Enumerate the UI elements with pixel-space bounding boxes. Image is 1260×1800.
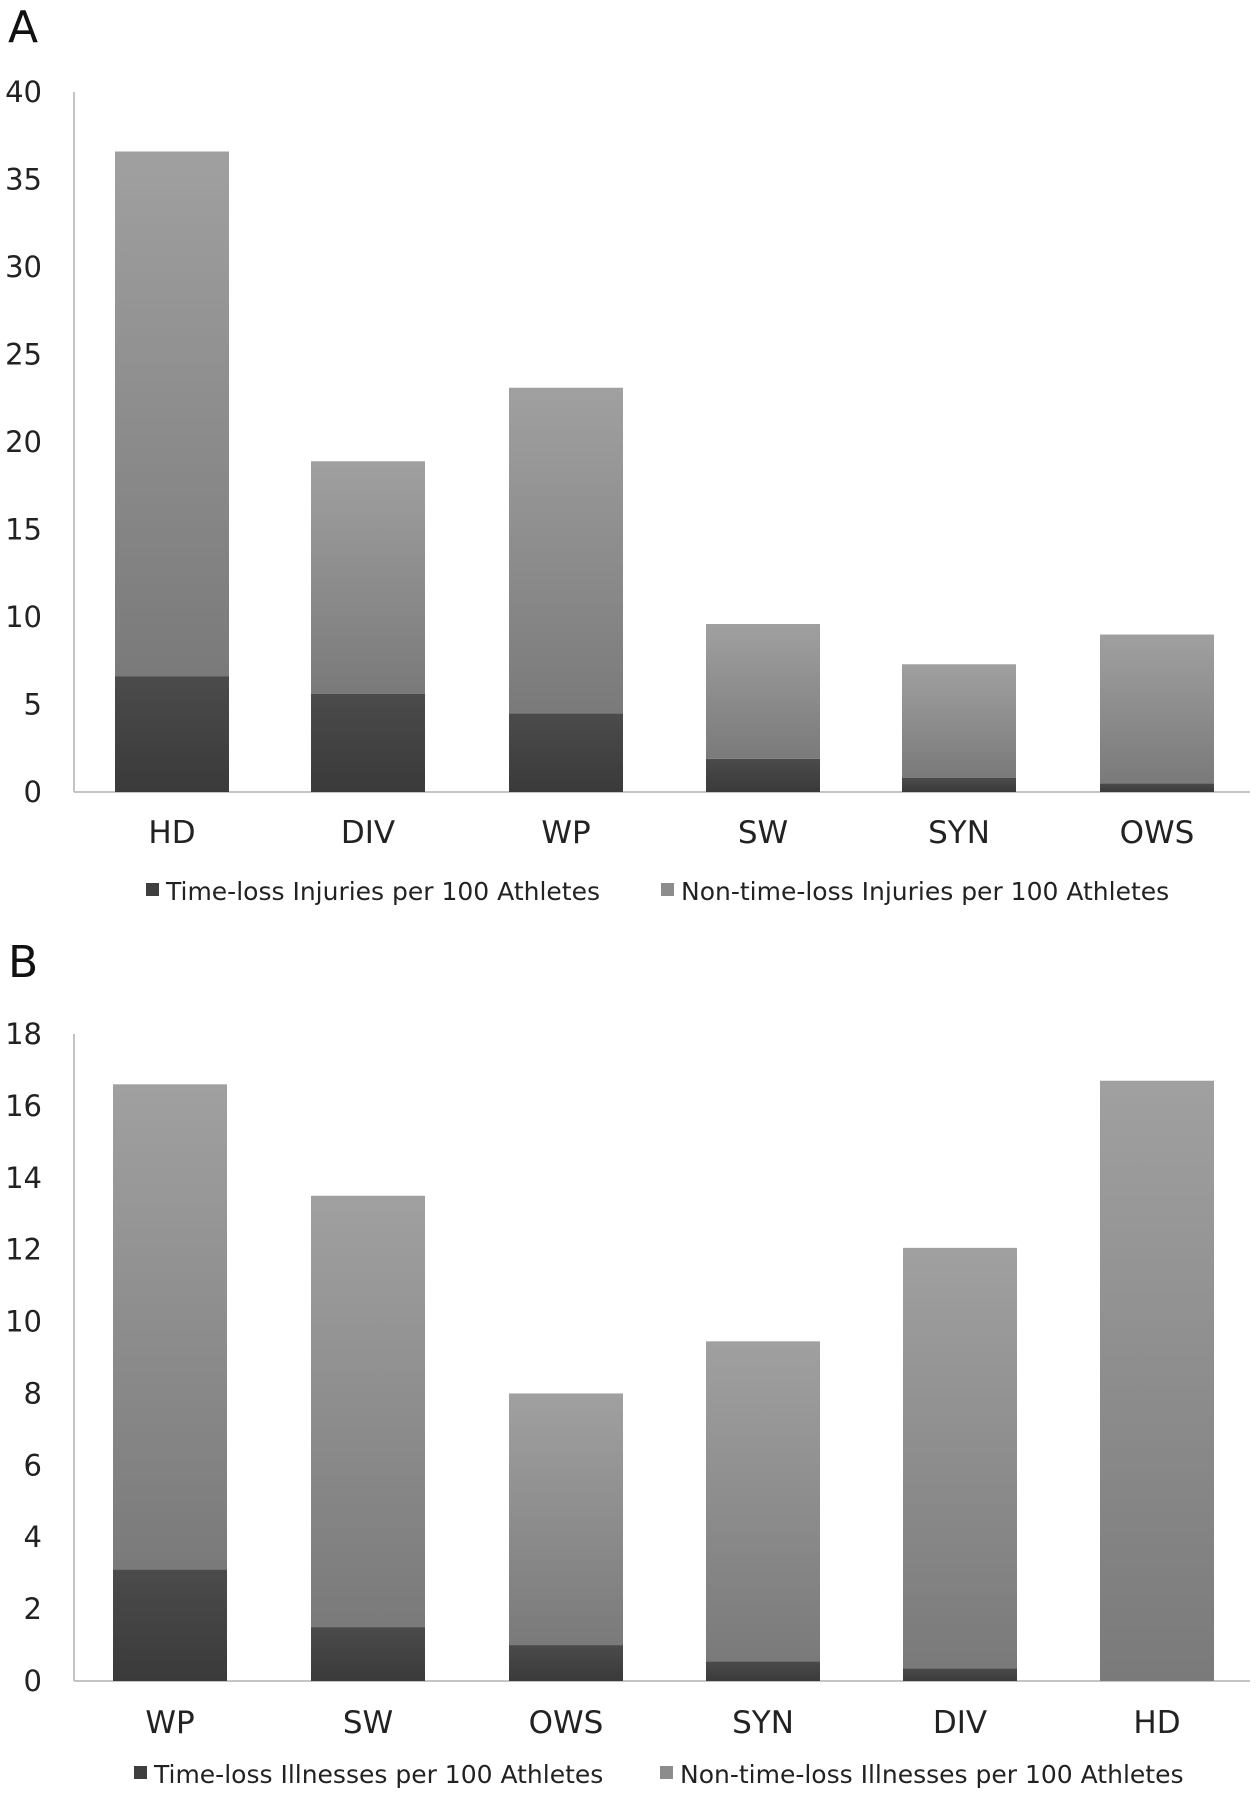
x-tick-label-ows: OWS <box>529 1705 604 1741</box>
x-tick-label-hd: HD <box>148 815 195 851</box>
bar-non-time-loss-hd <box>115 151 229 677</box>
x-tick-label-sw: SW <box>343 1705 393 1741</box>
legend-b: Time-loss Illnesses per 100 Athletes Non-… <box>134 1760 1183 1789</box>
bar-time-loss-syn <box>902 778 1016 792</box>
y-tick-label-b: 0 <box>24 1664 42 1698</box>
bar-non-time-loss-wp <box>113 1084 227 1570</box>
bar-non-time-loss-sw <box>311 1195 425 1628</box>
bar-non-time-loss-syn <box>902 664 1016 778</box>
y-tick-label-a: 40 <box>5 75 42 109</box>
x-tick-label-sw: SW <box>738 815 788 851</box>
x-tick-label-div: DIV <box>933 1705 987 1741</box>
chart-panel-a: A 0 5 10 15 20 25 30 35 40 HD DIV WP SW SYN OWS Time-los… <box>5 2 1250 906</box>
bar-non-time-loss-sw <box>706 624 820 759</box>
y-tick-label-a: 5 <box>24 688 42 722</box>
x-tick-label-wp: WP <box>145 1705 194 1741</box>
chart-panel-b: B 0 2 4 6 8 10 12 14 16 18 WP SW OWS SYN DIV HD Time-loss… <box>5 937 1250 1789</box>
bar-time-loss-syn <box>706 1661 820 1681</box>
y-tick-label-a: 35 <box>5 163 42 197</box>
y-tick-label-b: 6 <box>24 1448 42 1482</box>
y-tick-label-b: 16 <box>5 1089 42 1123</box>
y-tick-label-a: 25 <box>5 338 42 372</box>
bar-non-time-loss-syn <box>706 1341 820 1662</box>
legend-label-non-time-loss: Non-time-loss Illnesses per 100 Athletes <box>680 1760 1183 1789</box>
y-tick-label-a: 20 <box>5 425 42 459</box>
y-tick-label-a: 30 <box>5 250 42 284</box>
panel-label-a: A <box>8 2 38 53</box>
bar-non-time-loss-ows <box>509 1393 623 1646</box>
bar-non-time-loss-div <box>903 1247 1017 1669</box>
legend-swatch-time-loss <box>134 1766 147 1779</box>
legend-label-non-time-loss: Non-time-loss Injuries per 100 Athletes <box>681 877 1169 906</box>
x-tick-label-syn: SYN <box>928 815 990 851</box>
bar-time-loss-ows <box>1100 783 1214 792</box>
x-tick-label-syn: SYN <box>732 1705 794 1741</box>
y-tick-label-b: 8 <box>24 1376 42 1410</box>
bar-non-time-loss-div <box>311 461 425 694</box>
legend-swatch-non-time-loss <box>661 883 674 896</box>
x-tick-label-ows: OWS <box>1120 815 1195 851</box>
panel-label-b: B <box>8 937 38 988</box>
bar-time-loss-div <box>311 694 425 792</box>
y-tick-label-b: 14 <box>5 1161 42 1195</box>
y-tick-label-a: 15 <box>5 513 42 547</box>
bar-time-loss-wp <box>509 713 623 792</box>
legend-swatch-non-time-loss <box>660 1766 673 1779</box>
y-tick-label-b: 4 <box>24 1520 42 1554</box>
bar-time-loss-sw <box>311 1627 425 1681</box>
bar-non-time-loss-hd <box>1100 1080 1214 1681</box>
bar-time-loss-sw <box>706 758 820 792</box>
y-tick-label-a: 10 <box>5 600 42 634</box>
y-tick-label-b: 12 <box>5 1233 42 1267</box>
x-tick-label-wp: WP <box>541 815 590 851</box>
legend-swatch-time-loss <box>146 883 159 896</box>
y-tick-label-b: 10 <box>5 1305 42 1339</box>
x-tick-label-div: DIV <box>341 815 395 851</box>
legend-label-time-loss: Time-loss Illnesses per 100 Athletes <box>153 1760 603 1789</box>
bar-time-loss-wp <box>113 1569 227 1681</box>
y-tick-label-a: 0 <box>24 775 42 809</box>
y-tick-label-b: 2 <box>24 1592 42 1626</box>
bar-time-loss-ows <box>509 1645 623 1681</box>
bar-non-time-loss-wp <box>509 387 623 714</box>
bar-non-time-loss-ows <box>1100 634 1214 784</box>
legend-a: Time-loss Injuries per 100 Athletes Non-t… <box>146 877 1169 906</box>
y-tick-label-b: 18 <box>5 1017 42 1051</box>
legend-label-time-loss: Time-loss Injuries per 100 Athletes <box>165 877 600 906</box>
x-tick-label-hd: HD <box>1133 1705 1180 1741</box>
bar-time-loss-div <box>903 1668 1017 1681</box>
bar-time-loss-hd <box>115 676 229 792</box>
